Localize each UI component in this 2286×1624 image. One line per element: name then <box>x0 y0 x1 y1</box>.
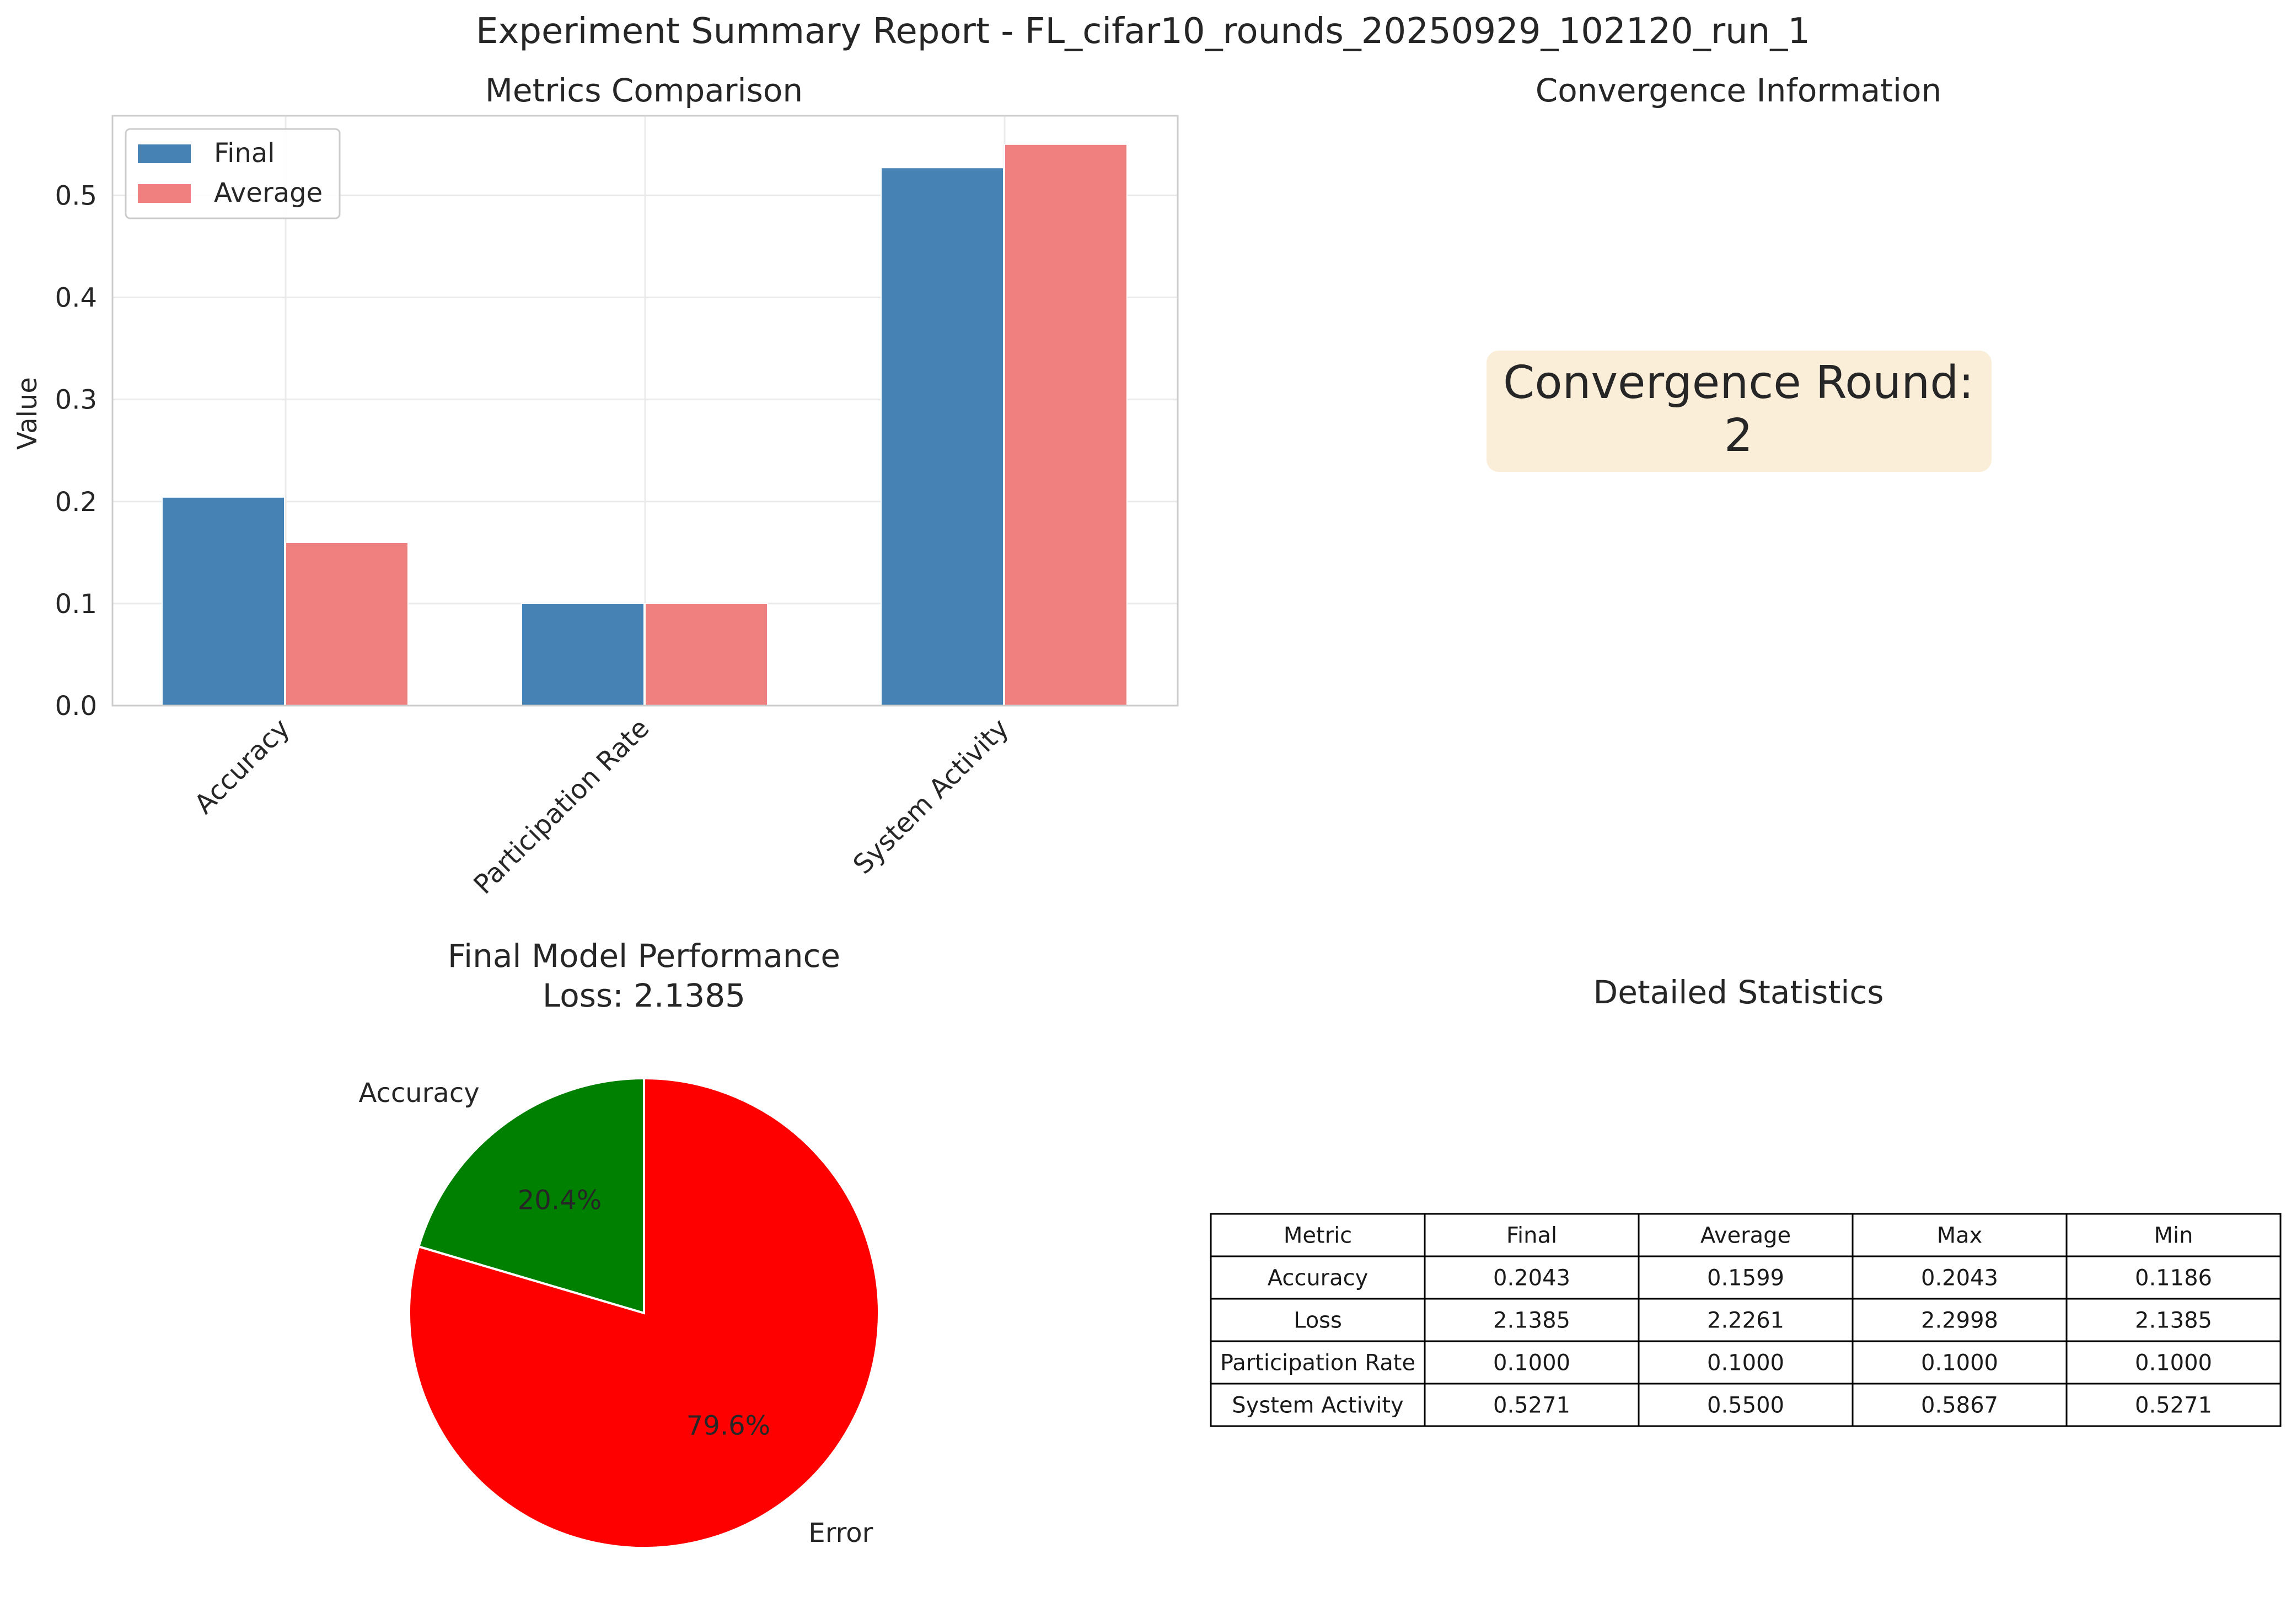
x-tick-label: System Activity <box>847 713 1015 880</box>
pie-label-accuracy: Accuracy <box>358 1078 479 1109</box>
metrics-comparison-panel: Metrics Comparison Value 0.0 0.1 0.2 0.3 0.4… <box>12 72 1179 900</box>
pie-title: Final Model Performance <box>448 937 840 975</box>
bar-average-system-activity <box>1004 143 1128 706</box>
x-tick-label: Participation Rate <box>468 713 655 900</box>
table-cell-text: 0.1599 <box>1707 1266 1784 1291</box>
bar-chart-title: Metrics Comparison <box>485 72 803 109</box>
pie-label-error: Error <box>808 1518 873 1548</box>
table-header-text: Average <box>1700 1223 1791 1249</box>
x-tick-label: Accuracy <box>189 713 296 820</box>
table-header-cell <box>1424 1213 1640 1257</box>
table-cell <box>1210 1298 1426 1342</box>
bar-average-participation-rate <box>645 603 768 707</box>
table-header-text: Final <box>1506 1223 1557 1249</box>
table-header-cell <box>1852 1213 2068 1257</box>
table-header-cell <box>2065 1213 2282 1257</box>
y-axis-label: Value <box>12 377 43 450</box>
pie-slice-accuracy <box>417 1077 645 1315</box>
table-cell-text: 0.1000 <box>1493 1351 1570 1376</box>
table-cell-text: 0.5271 <box>2135 1393 2212 1418</box>
statistics-table: Metric Final Average Max Min Accuracy 0.2043 0.… <box>1210 1213 2282 1427</box>
bar-final-system-activity <box>881 167 1004 707</box>
table-cell-text: Accuracy <box>1268 1266 1369 1291</box>
table-cell-text: 2.1385 <box>2135 1308 2212 1333</box>
table-cell-text: 0.5271 <box>1493 1393 1570 1418</box>
table-title: Detailed Statistics <box>1593 974 1884 1011</box>
table-header-text: Min <box>2154 1223 2193 1249</box>
bar-final-accuracy <box>162 496 285 707</box>
table-cell <box>1638 1383 1854 1427</box>
pie-pct-accuracy: 20.4% <box>518 1185 602 1216</box>
legend-label-final: Final <box>214 138 275 169</box>
legend-swatch-final <box>138 144 191 163</box>
pie-slice-error <box>408 1077 880 1549</box>
table-cell <box>1424 1255 1640 1300</box>
y-tick-label: 0.1 <box>55 589 97 620</box>
legend-label-average: Average <box>214 178 323 208</box>
table-cell <box>1424 1383 1640 1427</box>
x-tick-labels: Accuracy Participation Rate System Activit… <box>189 713 1015 900</box>
final-performance-panel: Final Model Performance Loss: 2.1385 Acc… <box>358 937 880 1549</box>
table-cell-text: 0.2043 <box>1921 1266 1998 1291</box>
table-header-text: Metric <box>1284 1223 1352 1249</box>
table-cell-text: Loss <box>1294 1308 1342 1333</box>
table-cell <box>1852 1298 2068 1342</box>
table-cell-text: 2.2998 <box>1921 1308 1998 1333</box>
table-cell-text: 0.5867 <box>1921 1393 1998 1418</box>
y-tick-label: 0.2 <box>55 487 97 518</box>
table-cell <box>1852 1383 2068 1427</box>
table-cell-text: 2.1385 <box>1493 1308 1570 1333</box>
legend-swatch-average <box>138 184 191 203</box>
convergence-round-value: 2 <box>1724 410 1753 462</box>
table-header-cell <box>1210 1213 1426 1257</box>
y-tick-label: 0.0 <box>55 691 97 722</box>
y-tick-label: 0.5 <box>55 180 97 211</box>
table-cell-text: 0.5500 <box>1707 1393 1784 1418</box>
table-cell <box>1852 1340 2068 1385</box>
bar-marks <box>162 143 1128 707</box>
table-cell <box>2065 1340 2282 1385</box>
page-title: Experiment Summary Report - FL_cifar10_r… <box>476 11 1810 52</box>
table-header-cell <box>1638 1213 1854 1257</box>
convergence-title: Convergence Information <box>1536 72 1942 109</box>
convergence-panel: Convergence Information Convergence Roun… <box>1487 72 1992 472</box>
table-cell <box>1424 1298 1640 1342</box>
table-cell <box>1210 1255 1426 1300</box>
bar-average-accuracy <box>285 541 409 706</box>
table-cell-text: 0.1000 <box>1707 1351 1784 1376</box>
pie-subtitle: Loss: 2.1385 <box>543 977 745 1014</box>
table-cell-text: Participation Rate <box>1220 1351 1415 1376</box>
bar-plot-frame <box>111 115 1179 707</box>
table-cell-text: 0.1000 <box>2135 1351 2212 1376</box>
table-cell <box>1638 1255 1854 1300</box>
table-cell <box>2065 1383 2282 1427</box>
y-tick-label: 0.3 <box>55 385 97 416</box>
table-cell-text: 0.1186 <box>2135 1266 2212 1291</box>
bar-legend: Final Average <box>125 128 341 219</box>
table-cell-text: 2.2261 <box>1707 1308 1784 1333</box>
table-cell-text: 0.1000 <box>1921 1351 1998 1376</box>
pie-pct-error: 79.6% <box>686 1411 770 1442</box>
bar-final-participation-rate <box>521 603 645 707</box>
convergence-round-label: Convergence Round: <box>1503 357 1974 409</box>
table-cell <box>1852 1255 2068 1300</box>
y-tick-labels: 0.0 0.1 0.2 0.3 0.4 0.5 <box>55 180 97 722</box>
table-header-text: Max <box>1937 1223 1983 1249</box>
table-cell <box>1210 1340 1426 1385</box>
y-tick-label: 0.4 <box>55 283 97 314</box>
table-cell-text: System Activity <box>1232 1393 1403 1418</box>
table-cell <box>1638 1298 1854 1342</box>
convergence-box <box>1487 351 1992 472</box>
table-cell-text: 0.2043 <box>1493 1266 1570 1291</box>
table-cell <box>2065 1298 2282 1342</box>
detailed-statistics-panel: Detailed Statistics Metric Final Average Ma… <box>1210 974 2282 1427</box>
table-cell <box>1210 1383 1426 1427</box>
pie-marks: Accuracy 20.4% Error 79.6% <box>358 1077 880 1549</box>
